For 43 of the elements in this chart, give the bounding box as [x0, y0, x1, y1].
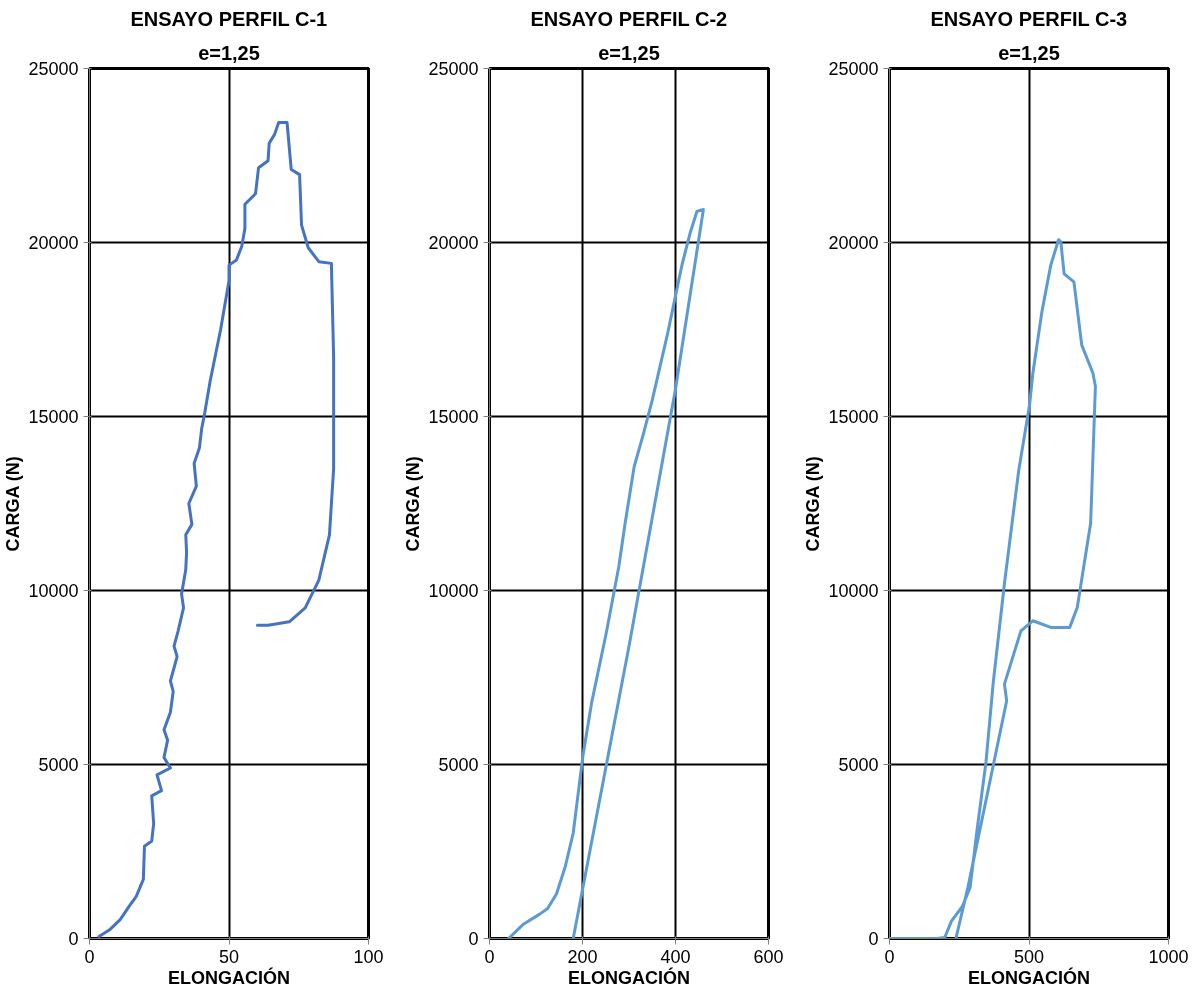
x-tick-label: 0	[884, 946, 895, 967]
line-series	[507, 207, 705, 939]
x-tick-label: 1000	[1148, 946, 1189, 967]
y-tick-label: 5000	[38, 755, 79, 775]
x-tick-label: 500	[1013, 946, 1045, 967]
x-tick-label: 100	[353, 946, 384, 967]
x-tick-label: 200	[567, 946, 598, 967]
x-tick-label: 600	[753, 946, 784, 967]
y-tick-label: 25000	[28, 59, 79, 79]
x-axis-title: ELONGACIÓN	[968, 966, 1091, 988]
y-tick-label: 5000	[838, 755, 879, 775]
y-tick-label: 0	[468, 929, 479, 949]
y-tick-label: 15000	[828, 407, 879, 427]
y-axis-title: CARGA (N)	[3, 456, 24, 552]
y-axis-title: CARGA (N)	[803, 456, 824, 552]
y-tick-label: 10000	[828, 581, 879, 601]
y-tick-label: 5000	[438, 755, 479, 775]
x-tick-label: 0	[484, 946, 495, 967]
line-series	[97, 120, 336, 938]
x-tick-label: 0	[84, 946, 95, 967]
y-tick-label: 0	[68, 929, 79, 949]
y-tick-label: 25000	[828, 59, 879, 79]
x-axis-title: ELONGACIÓN	[168, 966, 291, 988]
y-axis-title: CARGA (N)	[403, 456, 424, 552]
chart-title: ENSAYO PERFIL C-3	[930, 7, 1128, 30]
y-tick-label: 25000	[428, 59, 479, 79]
chart-subtitle: e=1,25	[198, 41, 260, 64]
y-tick-label: 15000	[428, 407, 479, 427]
chart-title: ENSAYO PERFIL C-1	[130, 7, 328, 30]
y-tick-label: 20000	[428, 233, 479, 253]
x-tick-label: 50	[218, 946, 240, 967]
x-tick-label: 400	[660, 946, 691, 967]
y-tick-label: 10000	[428, 581, 479, 601]
y-tick-label: 20000	[828, 233, 879, 253]
y-tick-label: 20000	[28, 233, 79, 253]
line-series	[889, 238, 1097, 939]
chart-title: ENSAYO PERFIL C-2	[530, 7, 728, 30]
y-tick-label: 15000	[28, 407, 79, 427]
y-tick-label: 10000	[28, 581, 79, 601]
x-axis-title: ELONGACIÓN	[568, 966, 691, 988]
y-tick-label: 0	[868, 929, 879, 949]
chart-subtitle: e=1,25	[598, 41, 660, 64]
chart-subtitle: e=1,25	[998, 41, 1060, 64]
